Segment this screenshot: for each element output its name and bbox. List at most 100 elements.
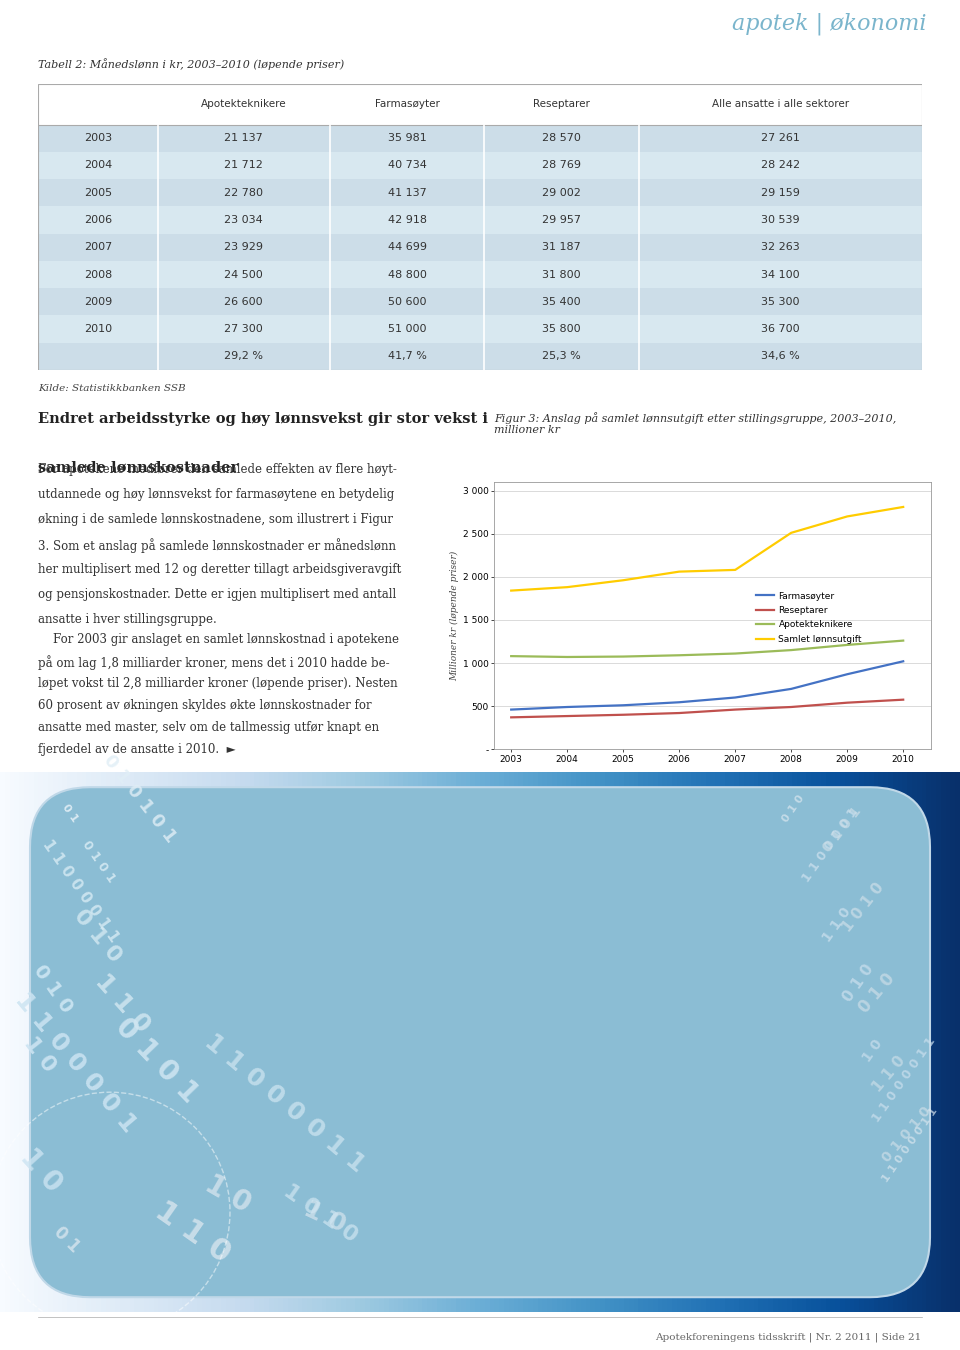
Text: 27 261: 27 261 [761, 134, 800, 143]
Text: 2009: 2009 [84, 297, 112, 306]
Text: 0 1 0: 0 1 0 [780, 794, 805, 825]
Text: Kilde: Statistikkbanken SSB: Kilde: Statistikkbanken SSB [38, 385, 186, 393]
Text: 29 957: 29 957 [542, 215, 581, 225]
Samlet lønnsutgift [785, 525, 797, 541]
Text: 48 800: 48 800 [388, 270, 426, 279]
Text: 1 0 1 0: 1 0 1 0 [280, 1181, 362, 1246]
Text: 2008: 2008 [84, 270, 112, 279]
Text: 50 600: 50 600 [388, 297, 426, 306]
Samlet lønnsutgift [673, 563, 684, 579]
Reseptarer [617, 706, 629, 722]
Text: Apotekforeningens tidsskrift | Nr. 2 2011 | Side 21: Apotekforeningens tidsskrift | Nr. 2 201… [656, 1332, 922, 1342]
Text: 1 0 1 0: 1 0 1 0 [840, 880, 888, 936]
Text: 21 712: 21 712 [225, 161, 263, 170]
Text: 29,2 %: 29,2 % [225, 351, 263, 362]
Text: 2004: 2004 [84, 161, 112, 170]
Text: 28 769: 28 769 [542, 161, 581, 170]
Text: 34,6 %: 34,6 % [761, 351, 800, 362]
Text: 41,7 %: 41,7 % [388, 351, 426, 362]
Text: 26 600: 26 600 [225, 297, 263, 306]
Text: 31 800: 31 800 [542, 270, 581, 279]
FancyBboxPatch shape [38, 84, 922, 370]
Text: 28 242: 28 242 [760, 161, 800, 170]
Text: 29 159: 29 159 [761, 188, 800, 197]
Text: 0 1 0 1: 0 1 0 1 [110, 1012, 204, 1108]
Text: 21 137: 21 137 [225, 134, 263, 143]
Text: 23 929: 23 929 [225, 242, 263, 252]
Text: 1 1 0 0 0 0 1 1: 1 1 0 0 0 0 1 1 [40, 837, 122, 945]
Apotekteknikere [562, 649, 573, 666]
Text: For apotekene medfører den samlede effekten av flere høyt-: For apotekene medfører den samlede effek… [38, 463, 397, 475]
Farmasøyter [673, 694, 684, 710]
Text: Tabell 2: Månedslønn i kr, 2003–2010 (løpende priser): Tabell 2: Månedslønn i kr, 2003–2010 (lø… [38, 58, 345, 70]
Text: 31 187: 31 187 [542, 242, 581, 252]
Text: Farmasøyter: Farmasøyter [374, 99, 440, 109]
Line: Samlet lønnsutgift: Samlet lønnsutgift [511, 508, 903, 590]
Line: Farmasøyter: Farmasøyter [511, 662, 903, 710]
Text: 0 1 0: 0 1 0 [70, 906, 126, 967]
Text: apotek | økonomi: apotek | økonomi [732, 12, 926, 35]
Text: 1 1 0 0 0 0 1: 1 1 0 0 0 0 1 [10, 988, 141, 1137]
FancyBboxPatch shape [38, 180, 922, 207]
Text: 1 0: 1 0 [300, 1197, 349, 1237]
Text: Apotekteknikere: Apotekteknikere [201, 99, 286, 109]
Apotekteknikere [617, 648, 629, 664]
Apotekteknikere [898, 633, 909, 649]
Text: ansatte i hver stillingsgruppe.: ansatte i hver stillingsgruppe. [38, 613, 217, 626]
Text: her multiplisert med 12 og deretter tillagt arbeidsgiveravgift: her multiplisert med 12 og deretter till… [38, 563, 401, 576]
Text: 1 0: 1 0 [15, 1143, 68, 1199]
FancyBboxPatch shape [38, 316, 922, 343]
Apotekteknikere [673, 647, 684, 663]
Reseptarer [898, 691, 909, 707]
Text: 1 1 0 0 0 0 1: 1 1 0 0 0 0 1 [800, 806, 861, 886]
Text: og pensjonskostnader. Dette er igjen multiplisert med antall: og pensjonskostnader. Dette er igjen mul… [38, 587, 396, 601]
Text: 24 500: 24 500 [225, 270, 263, 279]
Farmasøyter [505, 702, 516, 718]
Apotekteknikere [785, 643, 797, 659]
Text: 0 1 0 1: 0 1 0 1 [820, 805, 864, 855]
FancyBboxPatch shape [38, 207, 922, 234]
Text: 32 263: 32 263 [761, 242, 800, 252]
Text: 2005: 2005 [84, 188, 112, 197]
FancyBboxPatch shape [30, 787, 930, 1297]
Text: 1 1 0 0 0 0 1 1: 1 1 0 0 0 0 1 1 [880, 1106, 939, 1184]
Reseptarer [841, 695, 852, 711]
Text: 0 1 0 1 0 1: 0 1 0 1 0 1 [100, 752, 180, 846]
Text: 35 400: 35 400 [542, 297, 581, 306]
Samlet lønnsutgift [505, 582, 516, 598]
Text: 1 1 0: 1 1 0 [870, 1053, 908, 1095]
Text: Kilde: Statistikkbanken SSB og Apotek og legemidler 2010, Apotekforeningen: Kilde: Statistikkbanken SSB og Apotek og… [494, 774, 880, 782]
Text: 51 000: 51 000 [388, 324, 426, 333]
FancyBboxPatch shape [38, 288, 922, 316]
Reseptarer [730, 702, 741, 718]
Text: 1 1 0: 1 1 0 [150, 1196, 236, 1268]
Apotekteknikere [730, 645, 741, 662]
Text: 29 002: 29 002 [542, 188, 581, 197]
Samlet lønnsutgift [898, 500, 909, 516]
Line: Reseptarer: Reseptarer [511, 699, 903, 717]
Text: 41 137: 41 137 [388, 188, 426, 197]
Samlet lønnsutgift [562, 579, 573, 595]
Text: 35 800: 35 800 [542, 324, 581, 333]
Text: utdannede og høy lønnsvekst for farmasøytene en betydelig: utdannede og høy lønnsvekst for farmasøy… [38, 487, 395, 501]
Text: 1 1 0 0 0 0 1 1: 1 1 0 0 0 0 1 1 [870, 1035, 938, 1125]
Text: 1 0: 1 0 [20, 1033, 60, 1076]
Legend: Farmasøyter, Reseptarer, Apotekteknikere, Samlet lønnsutgift: Farmasøyter, Reseptarer, Apotekteknikere… [753, 589, 866, 648]
Farmasøyter [841, 666, 852, 682]
Text: 2010: 2010 [84, 324, 112, 333]
Reseptarer [505, 709, 516, 725]
Text: 3. Som et anslag på samlede lønnskostnader er månedslønn: 3. Som et anslag på samlede lønnskostnad… [38, 537, 396, 552]
Text: 28 570: 28 570 [542, 134, 581, 143]
Text: 0 1: 0 1 [50, 1223, 84, 1257]
Text: Reseptarer: Reseptarer [533, 99, 590, 109]
Text: Figur 3: Anslag på samlet lønnsutgift etter stillingsgruppe, 2003–2010,
millione: Figur 3: Anslag på samlet lønnsutgift et… [494, 412, 897, 435]
Y-axis label: Millioner kr (løpende priser): Millioner kr (løpende priser) [449, 551, 459, 680]
Text: 40 734: 40 734 [388, 161, 426, 170]
Text: Endret arbeidsstyrke og høy lønnsvekst gir stor vekst i: Endret arbeidsstyrke og høy lønnsvekst g… [38, 412, 489, 425]
Text: løpet vokst til 2,8 milliarder kroner (løpende priser). Nesten: løpet vokst til 2,8 milliarder kroner (l… [38, 678, 398, 690]
Reseptarer [785, 699, 797, 716]
Samlet lønnsutgift [841, 509, 852, 525]
Text: 2007: 2007 [84, 242, 112, 252]
Text: ansatte med master, selv om de tallmessig utfør knapt en: ansatte med master, selv om de tallmessi… [38, 721, 379, 734]
Text: fjerdedel av de ansatte i 2010.  ►: fjerdedel av de ansatte i 2010. ► [38, 744, 236, 756]
